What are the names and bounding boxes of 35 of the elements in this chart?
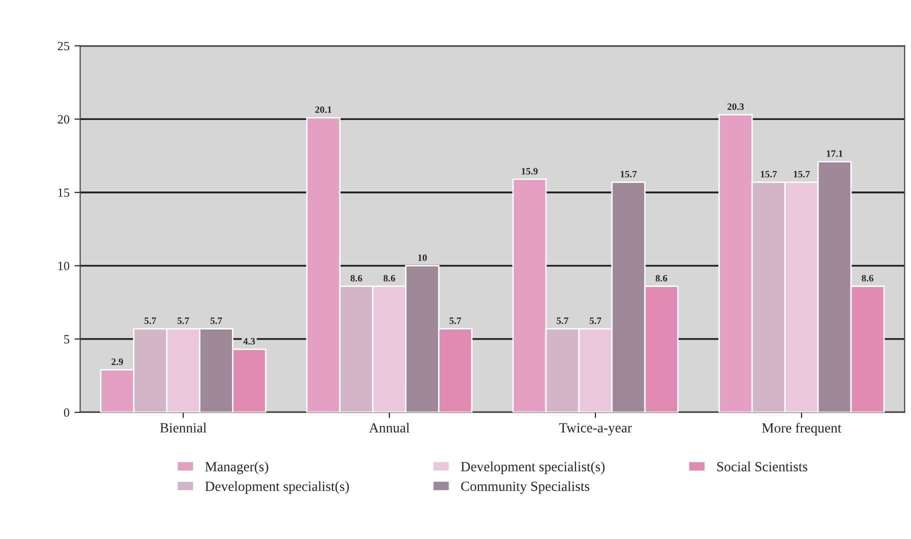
y-tick-label: 5 — [64, 335, 70, 344]
data-label: 17.1 — [826, 150, 843, 157]
data-label: 8.6 — [384, 274, 396, 282]
data-label: 5.7 — [144, 318, 156, 324]
legend-label: Development specialist(s) — [460, 462, 605, 474]
data-label: 8.6 — [862, 274, 874, 282]
data-label: 20.3 — [728, 103, 744, 110]
y-tick-label: 20 — [58, 115, 70, 124]
y-tick-label: 15 — [58, 188, 70, 197]
data-label: 5.7 — [178, 318, 190, 324]
x-tick-label: More frequent — [762, 422, 842, 436]
data-label: 2.9 — [112, 358, 123, 366]
data-label: 15.7 — [760, 170, 777, 178]
data-label: 15.7 — [794, 170, 810, 178]
legend-label: Manager(s) — [205, 462, 268, 474]
data-label: 8.6 — [656, 274, 668, 282]
legend-label: Development specialist(s) — [205, 481, 349, 494]
x-tick-label: Biennial — [160, 422, 206, 433]
data-label: 10 — [418, 254, 427, 261]
data-label: 15.7 — [620, 170, 637, 178]
y-tick-label: 0 — [64, 408, 70, 417]
data-label: 20.1 — [315, 106, 332, 113]
data-label: 4.3 — [243, 338, 255, 345]
legend-label: Social Scientists — [717, 462, 808, 472]
data-label: 5.7 — [210, 318, 222, 324]
data-label: 5.7 — [590, 318, 602, 324]
x-tick-label: Twice-a-year — [559, 423, 632, 436]
legend-label: Community Specialists — [461, 481, 590, 494]
data-label: 15.9 — [522, 168, 538, 175]
y-tick-label: 10 — [58, 262, 70, 270]
data-label: 5.7 — [556, 318, 568, 324]
x-tick-label: Annual — [369, 422, 410, 433]
y-tick-label: 25 — [58, 42, 70, 50]
data-label: 8.6 — [350, 274, 362, 282]
data-label: 5.7 — [450, 318, 462, 324]
